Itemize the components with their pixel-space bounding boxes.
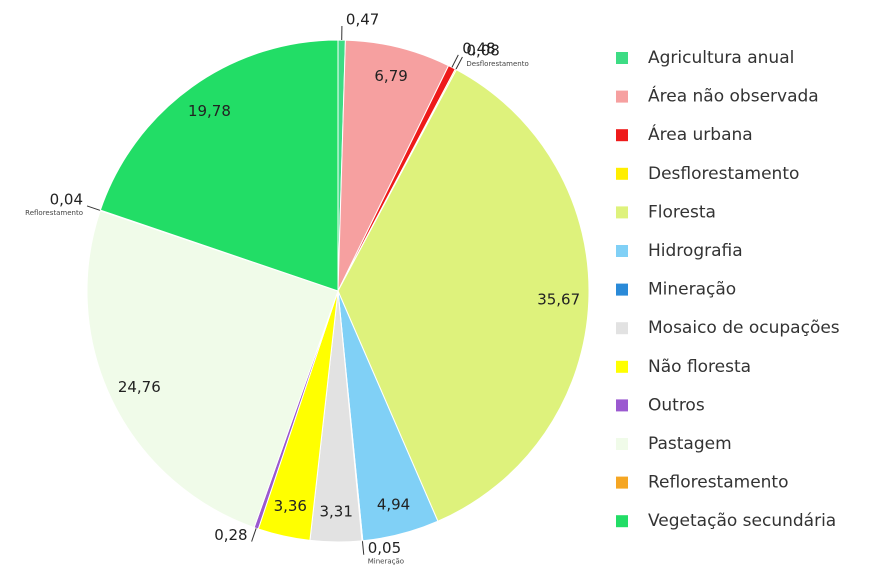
legend-label: Outros: [648, 395, 705, 415]
legend-swatch: [616, 399, 628, 412]
legend-swatch: [616, 438, 628, 450]
slice-label: 0,48: [462, 39, 495, 57]
slice-caption: Reflorestamento: [25, 209, 83, 217]
slice-label: 0,28: [214, 526, 247, 544]
legend-swatch: [616, 206, 628, 219]
legend-swatch: [616, 129, 628, 142]
legend-swatch: [616, 476, 628, 489]
leader-line: [451, 54, 459, 68]
legend-swatch: [616, 167, 628, 180]
slice-label: 4,94: [377, 495, 410, 513]
legend-swatch: [616, 322, 628, 335]
slice-label: 3,36: [274, 497, 307, 515]
slice-caption: Mineração: [368, 558, 404, 566]
slice-caption: Desflorestamento: [466, 60, 528, 68]
pie-slice: [99, 39, 339, 292]
slice-label: 24,76: [118, 378, 161, 396]
pie-slice: [337, 39, 450, 292]
slice-label: 0,47: [346, 11, 379, 29]
slice-label: 0,08: [466, 42, 499, 60]
pie-slice: [337, 69, 590, 522]
legend-swatch: [616, 90, 628, 103]
slice-label: 19,78: [188, 102, 231, 120]
legend-label: Área não observada: [648, 85, 819, 107]
legend-swatch: [616, 52, 628, 64]
slice-label: 35,67: [537, 291, 580, 309]
pie-slice: [86, 210, 339, 529]
legend-swatch: [616, 245, 628, 257]
legend-label: Reflorestamento: [648, 473, 789, 493]
legend-label: Vegetação secundária: [648, 511, 836, 531]
legend-label: Pastagem: [648, 434, 732, 454]
slice-label: 6,79: [374, 67, 407, 85]
slice-label: 0,05: [368, 539, 401, 557]
legend-label: Floresta: [648, 202, 716, 222]
leader-line: [361, 540, 365, 555]
slice-label: 3,31: [319, 502, 352, 520]
legend-swatch: [616, 360, 628, 373]
legend-label: Área urbana: [648, 123, 753, 145]
legend-label: Desflorestamento: [648, 164, 799, 184]
legend-label: Mineração: [648, 280, 736, 300]
leader-line: [251, 528, 257, 542]
legend-label: Não floresta: [648, 357, 751, 377]
legend-swatch: [616, 283, 628, 296]
legend-swatch: [616, 515, 628, 528]
legend-label: Hidrografia: [648, 241, 743, 261]
legend-label: Mosaico de ocupações: [648, 318, 840, 338]
leader-line: [455, 56, 463, 70]
legend-label: Agricultura anual: [648, 48, 794, 68]
leader-line: [86, 205, 101, 211]
slice-label: 0,04: [50, 190, 83, 208]
